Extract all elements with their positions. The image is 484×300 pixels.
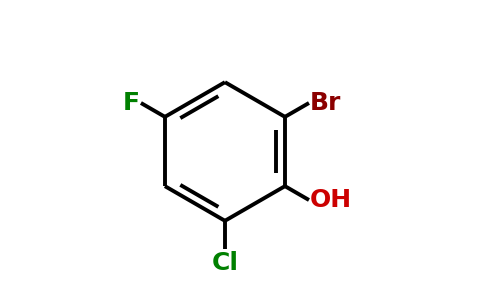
Text: Cl: Cl xyxy=(212,251,239,275)
Text: OH: OH xyxy=(310,188,352,212)
Text: Br: Br xyxy=(310,91,342,115)
Text: F: F xyxy=(123,91,140,115)
